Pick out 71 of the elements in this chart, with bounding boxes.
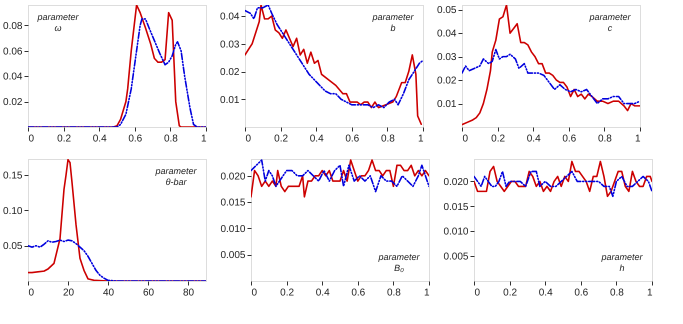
- x-tick-label: 0.2: [274, 134, 288, 144]
- y-tick-label: 0.015: [220, 198, 246, 209]
- x-tick-label: 1: [424, 288, 430, 298]
- x-tick-label: 0.4: [538, 288, 554, 298]
- line-series: [28, 239, 206, 281]
- x-tick-label: 0.4: [310, 134, 324, 144]
- y-tick-label: 0.02: [220, 67, 240, 78]
- x-tick-label: 0.2: [280, 288, 294, 298]
- x-tick-label: 0: [28, 288, 34, 298]
- x-tick-label: 0.2: [503, 288, 518, 298]
- y-tick-label: 0.06: [3, 46, 23, 58]
- line-series: [28, 159, 206, 281]
- x-tick-label: 0.4: [316, 288, 330, 298]
- annotation: parameter h: [600, 252, 644, 273]
- line-series: [462, 48, 640, 104]
- y-tick-label: 0.010: [220, 224, 246, 235]
- x-tick-label: 0.6: [345, 134, 360, 144]
- y-tick-label: 0.05: [3, 241, 23, 252]
- y-tick-label: 0.15: [3, 170, 23, 182]
- y-tick-label: 0.020: [443, 176, 469, 188]
- x-tick-label: 0.8: [380, 134, 396, 144]
- x-tick-label: 0.6: [574, 288, 589, 298]
- line-series: [474, 160, 652, 198]
- y-tick-label: 0.015: [443, 202, 469, 213]
- y-tick-label: 0.04: [3, 72, 23, 83]
- x-tick-label: 0.8: [598, 134, 612, 144]
- annotation: parameter b: [371, 12, 415, 33]
- x-tick-label: 1: [646, 288, 653, 298]
- x-tick-label: 0.2: [491, 134, 506, 144]
- x-tick-label: 0.6: [351, 288, 366, 298]
- x-tick-label: 0.8: [610, 288, 624, 298]
- y-tick-label: 0.03: [220, 39, 240, 50]
- x-tick-label: 1: [418, 134, 424, 144]
- x-tick-label: 0.6: [562, 134, 577, 144]
- annotation: parameter ω: [36, 12, 80, 33]
- y-tick-label: 0.005: [220, 250, 246, 262]
- y-tick-label: 0.01: [437, 99, 457, 110]
- y-tick-label: 0.04: [437, 28, 457, 40]
- annotation: parameter c: [588, 12, 632, 33]
- y-tick-label: 0.08: [3, 20, 23, 32]
- y-tick-label: 0.005: [443, 252, 469, 263]
- x-tick-label: 0.6: [128, 134, 143, 144]
- x-tick-label: 0: [28, 134, 34, 144]
- x-tick-label: 1: [634, 134, 641, 144]
- y-tick-label: 0.01: [220, 94, 240, 106]
- x-tick-label: 0.4: [526, 134, 542, 144]
- x-tick-label: 80: [182, 288, 194, 298]
- annotation: parameter θ-bar: [154, 166, 198, 187]
- line-series: [474, 170, 652, 198]
- y-tick-label: 0.05: [437, 5, 457, 16]
- x-tick-label: 0.2: [57, 134, 72, 144]
- y-tick-label: 0.010: [443, 226, 469, 238]
- y-tick-label: 0.02: [437, 76, 457, 87]
- x-tick-label: 0: [252, 288, 258, 298]
- y-tick-label: 0.03: [437, 52, 457, 64]
- x-tick-label: 0: [474, 288, 480, 298]
- x-tick-label: 40: [102, 288, 114, 298]
- x-tick-label: 0.4: [92, 134, 108, 144]
- x-tick-label: 0.8: [164, 134, 178, 144]
- y-tick-label: 0.020: [220, 171, 246, 182]
- x-tick-label: 0.8: [386, 288, 402, 298]
- y-tick-label: 0.10: [3, 206, 23, 217]
- x-tick-label: 20: [62, 288, 74, 298]
- x-tick-label: 60: [142, 288, 154, 298]
- x-tick-label: 1: [200, 134, 207, 144]
- annotation: parameter B₀: [377, 252, 421, 273]
- y-tick-label: 0.04: [220, 12, 240, 23]
- line-series: [462, 5, 640, 126]
- y-tick-label: 0.02: [3, 97, 23, 108]
- x-tick-label: 0: [462, 134, 468, 144]
- x-tick-label: 0: [246, 134, 252, 144]
